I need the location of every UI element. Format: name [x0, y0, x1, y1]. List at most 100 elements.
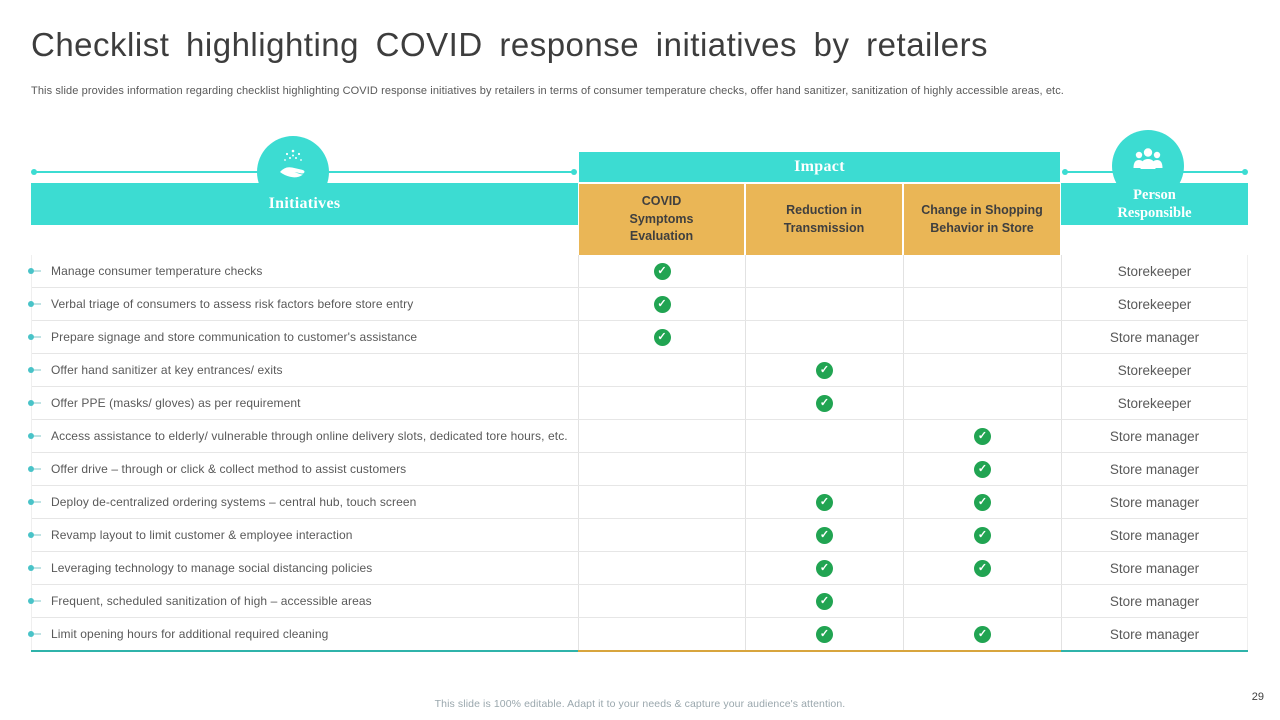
decor-dot [31, 169, 37, 175]
page-title: Checklist highlighting COVID response in… [31, 26, 989, 63]
cell-reduction-transmission [745, 420, 903, 452]
check-icon: ✓ [653, 295, 671, 313]
decor-dot [1242, 169, 1248, 175]
cell-shopping-behavior: ✓ [903, 618, 1061, 650]
person-responsible-value: Store manager [1061, 420, 1247, 452]
cell-reduction-transmission [745, 453, 903, 485]
cell-covid-symptoms: ✓ [578, 321, 745, 353]
person-responsible-value: Store manager [1061, 453, 1247, 485]
initiative-cell: Offer hand sanitizer at key entrances/ e… [28, 354, 578, 386]
person-responsible-value: Store manager [1061, 585, 1247, 617]
person-responsible-value: Storekeeper [1061, 288, 1247, 320]
cell-reduction-transmission [745, 321, 903, 353]
person-responsible-value: Store manager [1061, 552, 1247, 584]
check-icon: ✓ [816, 592, 833, 610]
cell-reduction-transmission: ✓ [745, 585, 903, 617]
check-icon: ✓ [816, 493, 833, 511]
initiative-cell: Frequent, scheduled sanitization of high… [28, 585, 578, 617]
row-bullet-icon [28, 565, 41, 571]
subcolumn-header-reduction-transmission: Reduction in Transmission [746, 184, 902, 255]
initiative-label: Deploy de-centralized ordering systems –… [51, 495, 417, 509]
cell-covid-symptoms [578, 453, 745, 485]
cell-covid-symptoms [578, 585, 745, 617]
initiative-cell: Manage consumer temperature checks [28, 255, 578, 287]
initiative-label: Prepare signage and store communication … [51, 330, 418, 344]
person-responsible-value: Storekeeper [1061, 354, 1247, 386]
cell-shopping-behavior [903, 255, 1061, 287]
cell-reduction-transmission [745, 288, 903, 320]
check-icon: ✓ [816, 361, 833, 379]
initiative-label: Revamp layout to limit customer & employ… [51, 528, 353, 542]
initiative-cell: Offer PPE (masks/ gloves) as per require… [28, 387, 578, 419]
subcolumn-label: Change in Shopping Behavior in Store [921, 203, 1043, 235]
initiative-cell: Access assistance to elderly/ vulnerable… [28, 420, 578, 452]
initiative-cell: Prepare signage and store communication … [28, 321, 578, 353]
check-icon: ✓ [974, 493, 991, 511]
table-baseline-initiatives [31, 650, 578, 652]
table-row: Leveraging technology to manage social d… [28, 552, 1247, 585]
initiative-label: Offer hand sanitizer at key entrances/ e… [51, 363, 283, 377]
cell-reduction-transmission: ✓ [745, 387, 903, 419]
cell-shopping-behavior: ✓ [903, 552, 1061, 584]
table-row: Frequent, scheduled sanitization of high… [28, 585, 1247, 618]
initiative-label: Leveraging technology to manage social d… [51, 561, 373, 575]
cell-reduction-transmission: ✓ [745, 552, 903, 584]
subcolumn-header-shopping-behavior: Change in Shopping Behavior in Store [904, 184, 1060, 255]
cell-covid-symptoms [578, 486, 745, 518]
cell-reduction-transmission: ✓ [745, 519, 903, 551]
row-bullet-icon [28, 433, 41, 439]
table-row: Limit opening hours for additional requi… [28, 618, 1247, 651]
row-bullet-icon [28, 334, 41, 340]
cell-shopping-behavior: ✓ [903, 453, 1061, 485]
cell-covid-symptoms [578, 519, 745, 551]
check-icon: ✓ [974, 625, 991, 643]
decor-dot [1062, 169, 1068, 175]
initiative-cell: Verbal triage of consumers to assess ris… [28, 288, 578, 320]
initiative-label: Offer PPE (masks/ gloves) as per require… [51, 396, 301, 410]
row-bullet-icon [28, 499, 41, 505]
cell-covid-symptoms [578, 387, 745, 419]
table-row: Offer hand sanitizer at key entrances/ e… [28, 354, 1247, 387]
subcolumn-label: Reduction in Transmission [783, 203, 865, 235]
table-row: Access assistance to elderly/ vulnerable… [28, 420, 1247, 453]
cell-covid-symptoms [578, 618, 745, 650]
cell-shopping-behavior: ✓ [903, 519, 1061, 551]
cell-shopping-behavior [903, 321, 1061, 353]
cell-covid-symptoms [578, 552, 745, 584]
column-header-initiatives: Initiatives [31, 183, 578, 225]
check-icon: ✓ [816, 394, 833, 412]
cell-shopping-behavior [903, 585, 1061, 617]
check-icon: ✓ [974, 427, 991, 445]
person-responsible-value: Storekeeper [1061, 387, 1247, 419]
cell-shopping-behavior [903, 387, 1061, 419]
checklist-table-body: Manage consumer temperature checks ✓ Sto… [28, 255, 1248, 651]
check-icon: ✓ [974, 526, 991, 544]
person-responsible-value: Store manager [1061, 519, 1247, 551]
check-icon: ✓ [974, 460, 991, 478]
initiative-cell: Offer drive – through or click & collect… [28, 453, 578, 485]
row-bullet-icon [28, 400, 41, 406]
table-row: Revamp layout to limit customer & employ… [28, 519, 1247, 552]
person-responsible-value: Store manager [1061, 321, 1247, 353]
initiative-label: Access assistance to elderly/ vulnerable… [51, 429, 568, 443]
person-responsible-value: Store manager [1061, 486, 1247, 518]
row-bullet-icon [28, 631, 41, 637]
check-icon: ✓ [816, 526, 833, 544]
initiative-label: Verbal triage of consumers to assess ris… [51, 297, 414, 311]
column-header-impact: Impact [579, 152, 1060, 182]
footer-note: This slide is 100% editable. Adapt it to… [434, 698, 846, 710]
initiative-cell: Leveraging technology to manage social d… [28, 552, 578, 584]
cell-shopping-behavior: ✓ [903, 420, 1061, 452]
cell-covid-symptoms [578, 420, 745, 452]
subcolumn-header-covid-symptoms: COVID Symptoms Evaluation [579, 184, 744, 255]
table-row: Offer drive – through or click & collect… [28, 453, 1247, 486]
row-bullet-icon [28, 466, 41, 472]
table-row: Deploy de-centralized ordering systems –… [28, 486, 1247, 519]
row-bullet-icon [28, 598, 41, 604]
row-bullet-icon [28, 301, 41, 307]
check-icon: ✓ [974, 559, 991, 577]
subcolumn-label: COVID Symptoms Evaluation [629, 194, 694, 244]
person-responsible-value: Store manager [1061, 618, 1247, 650]
table-row: Verbal triage of consumers to assess ris… [28, 288, 1247, 321]
decor-dot [571, 169, 577, 175]
